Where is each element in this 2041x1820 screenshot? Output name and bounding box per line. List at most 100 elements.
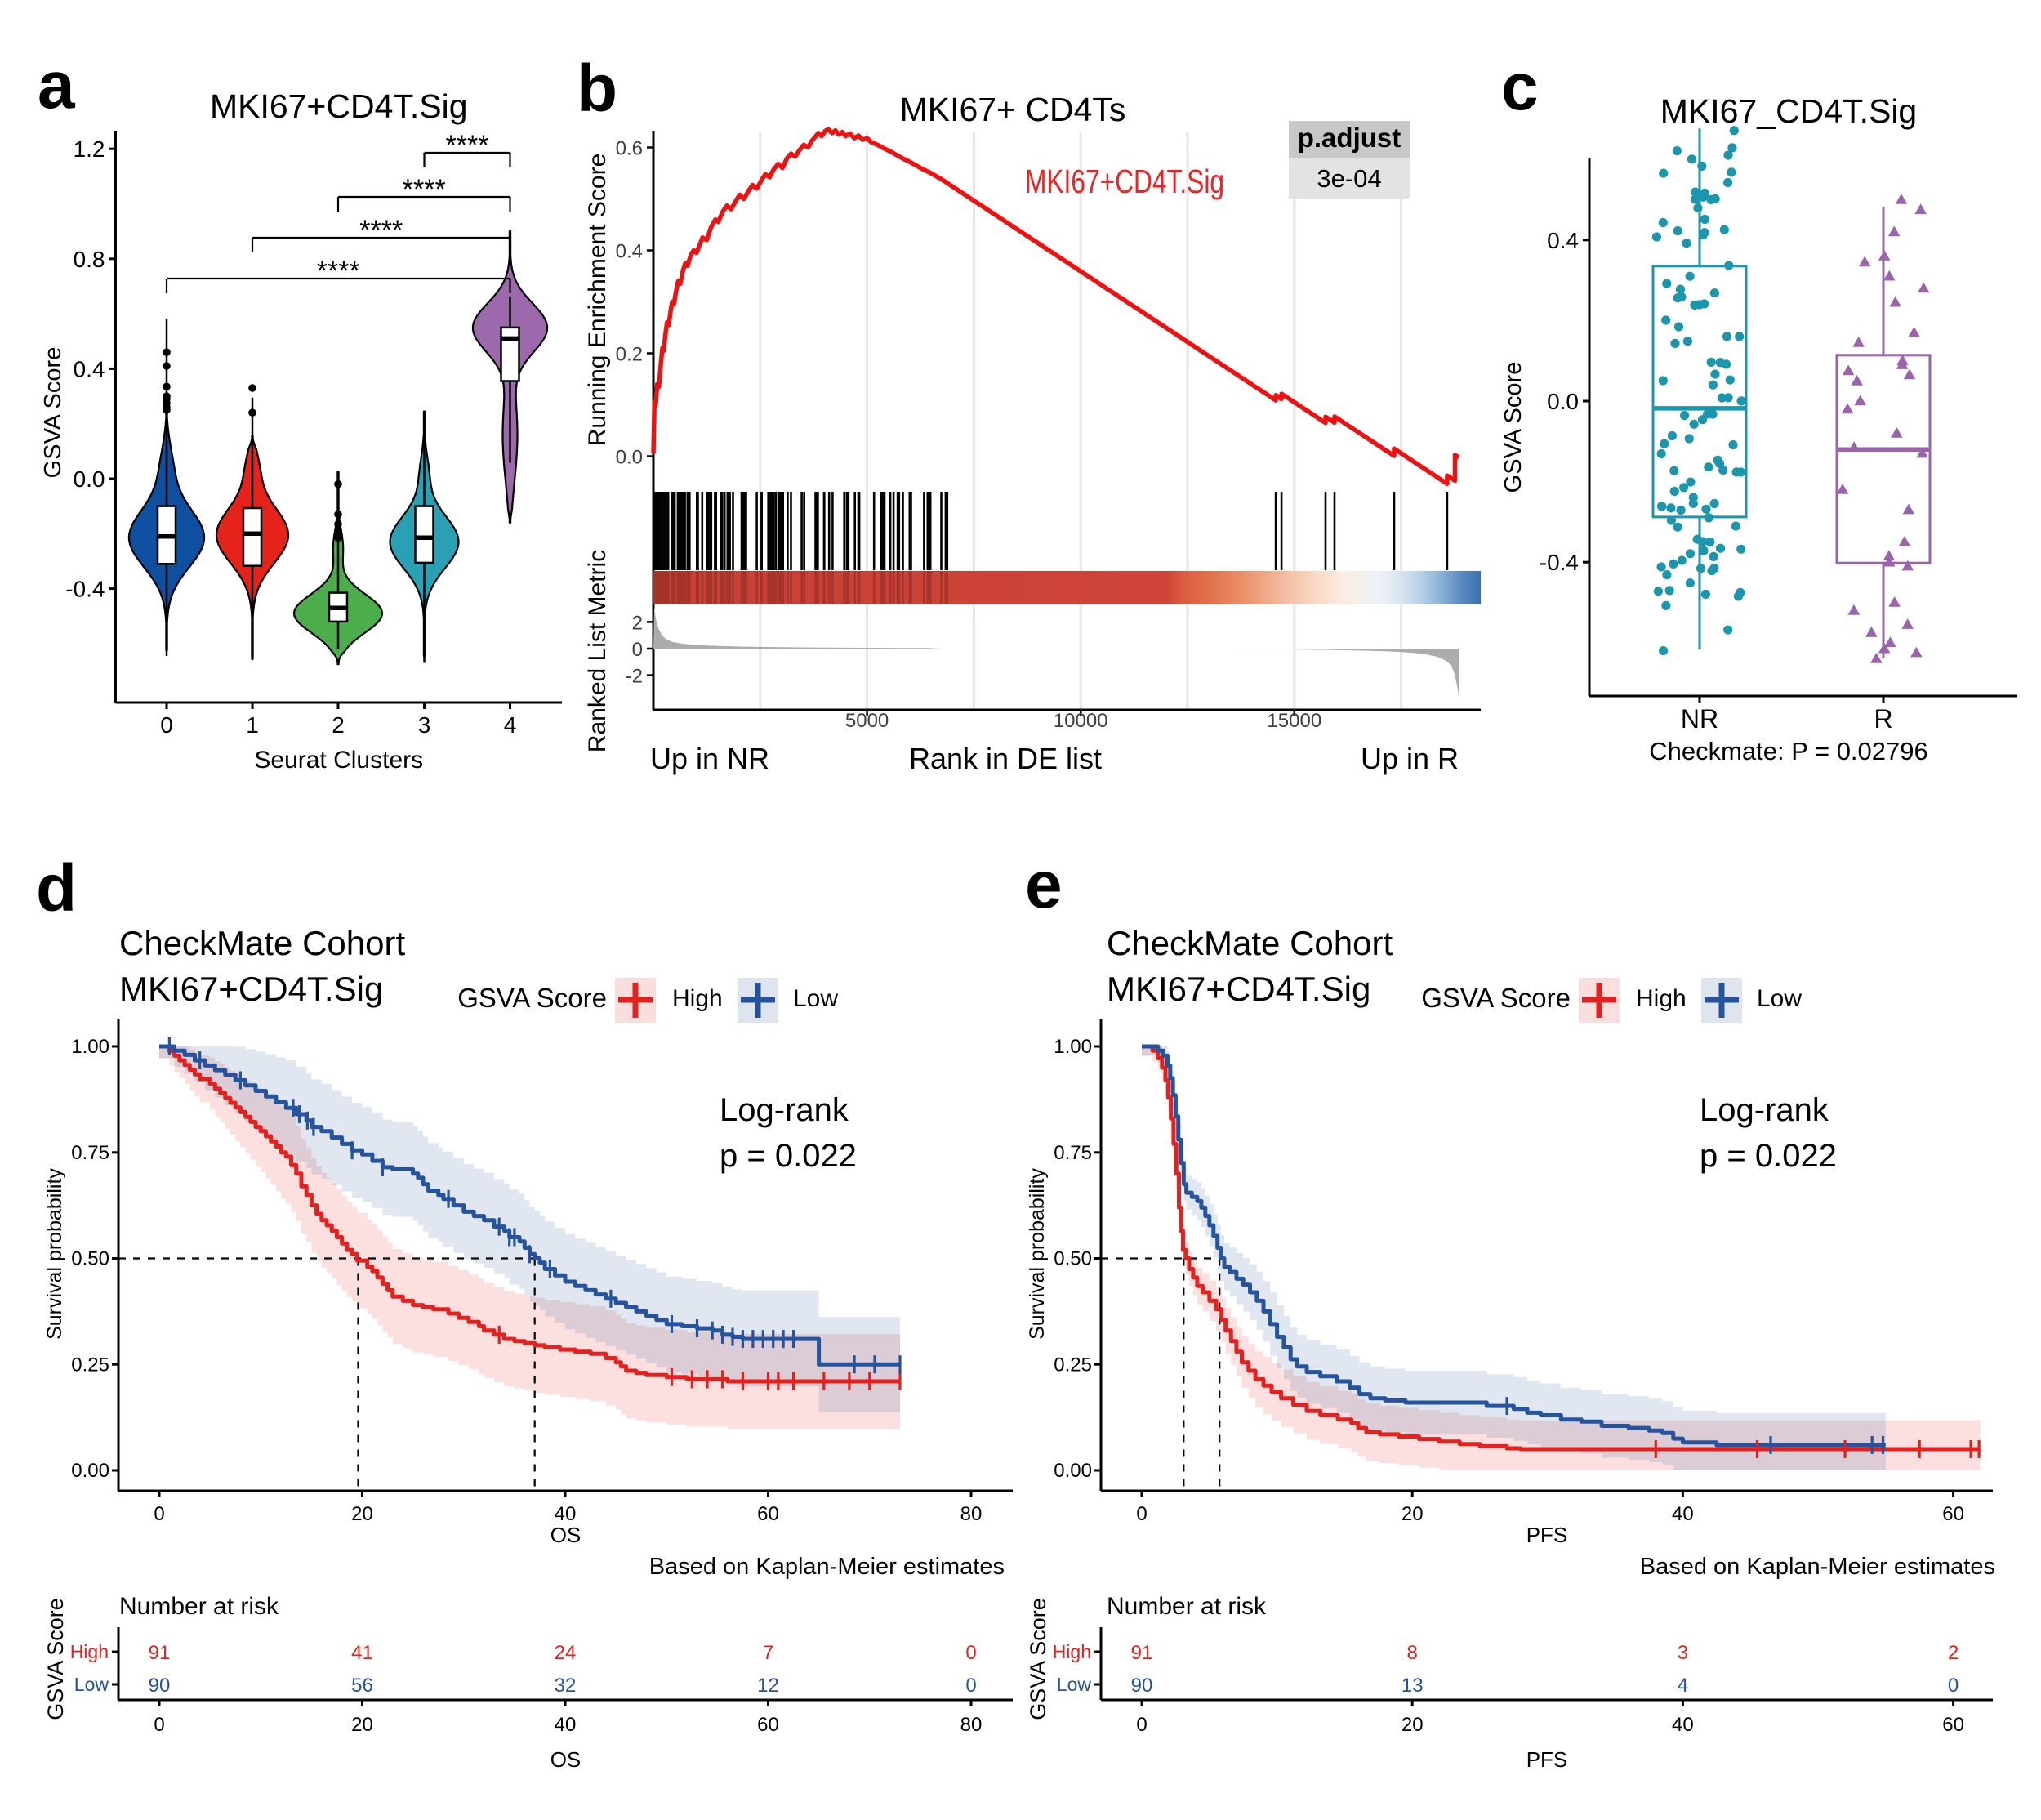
svg-text:OS: OS xyxy=(550,1747,582,1772)
svg-text:0: 0 xyxy=(154,1503,164,1525)
svg-text:0.25: 0.25 xyxy=(71,1354,109,1376)
svg-text:20: 20 xyxy=(1402,1503,1424,1525)
svg-text:PFS: PFS xyxy=(1526,1747,1568,1772)
svg-text:NR: NR xyxy=(1681,704,1718,734)
svg-text:High: High xyxy=(70,1641,109,1662)
svg-text:2: 2 xyxy=(632,612,643,634)
svg-text:0.4: 0.4 xyxy=(1547,228,1579,253)
svg-text:Running Enrichment Score: Running Enrichment Score xyxy=(584,154,611,447)
svg-text:40: 40 xyxy=(555,1503,577,1525)
svg-text:MKI67+CD4T.Sig: MKI67+CD4T.Sig xyxy=(119,970,383,1008)
svg-text:0: 0 xyxy=(1948,1675,1959,1697)
svg-text:MKI67+CD4T.Sig: MKI67+CD4T.Sig xyxy=(1025,163,1224,200)
svg-text:a: a xyxy=(38,48,76,123)
svg-text:Log-rank: Log-rank xyxy=(1700,1092,1829,1128)
svg-text:p = 0.022: p = 0.022 xyxy=(720,1138,857,1174)
svg-text:0: 0 xyxy=(965,1642,976,1664)
svg-text:1.00: 1.00 xyxy=(71,1036,109,1058)
svg-text:OS: OS xyxy=(550,1523,582,1547)
svg-text:1.2: 1.2 xyxy=(74,136,105,162)
svg-text:1.00: 1.00 xyxy=(1054,1036,1092,1058)
svg-text:0.6: 0.6 xyxy=(616,138,643,160)
svg-text:60: 60 xyxy=(757,1503,779,1525)
svg-text:PFS: PFS xyxy=(1526,1523,1568,1547)
svg-text:0.00: 0.00 xyxy=(1054,1460,1092,1482)
svg-text:0.75: 0.75 xyxy=(1054,1142,1092,1164)
svg-text:0.50: 0.50 xyxy=(1054,1248,1092,1270)
svg-text:0.8: 0.8 xyxy=(74,247,105,272)
svg-text:3e-04: 3e-04 xyxy=(1317,164,1381,193)
svg-text:Based on Kaplan-Meier estimate: Based on Kaplan-Meier estimates xyxy=(649,1554,1005,1580)
svg-text:Based on Kaplan-Meier estimate: Based on Kaplan-Meier estimates xyxy=(1640,1554,1995,1580)
svg-text:GSVA Score: GSVA Score xyxy=(1500,362,1526,493)
svg-text:Number at risk: Number at risk xyxy=(1107,1593,1267,1620)
svg-text:GSVA Score: GSVA Score xyxy=(1421,983,1571,1013)
svg-text:MKI67+ CD4Ts: MKI67+ CD4Ts xyxy=(900,91,1126,128)
svg-text:Low: Low xyxy=(1057,1674,1092,1695)
svg-text:12: 12 xyxy=(757,1675,779,1697)
svg-text:p = 0.022: p = 0.022 xyxy=(1700,1138,1837,1174)
svg-text:0.75: 0.75 xyxy=(71,1142,109,1164)
svg-text:91: 91 xyxy=(149,1642,171,1664)
svg-text:MKI67+CD4T.Sig: MKI67+CD4T.Sig xyxy=(210,87,468,125)
svg-text:60: 60 xyxy=(757,1714,779,1736)
svg-text:0.0: 0.0 xyxy=(74,466,105,492)
svg-text:32: 32 xyxy=(555,1675,577,1697)
svg-text:e: e xyxy=(1025,848,1063,922)
svg-text:High: High xyxy=(672,985,723,1012)
svg-text:Seurat Clusters: Seurat Clusters xyxy=(254,747,423,774)
svg-text:90: 90 xyxy=(1131,1675,1153,1697)
svg-text:High: High xyxy=(1053,1641,1091,1662)
svg-text:20: 20 xyxy=(351,1714,373,1736)
svg-text:d: d xyxy=(36,851,77,926)
svg-text:Log-rank: Log-rank xyxy=(720,1092,849,1128)
svg-text:GSVA Score: GSVA Score xyxy=(457,983,607,1013)
svg-text:Survival probability: Survival probability xyxy=(43,1168,66,1340)
svg-text:0.50: 0.50 xyxy=(71,1248,109,1270)
svg-text:60: 60 xyxy=(1942,1714,1964,1736)
svg-text:7: 7 xyxy=(763,1642,773,1664)
svg-text:Rank in DE list: Rank in DE list xyxy=(909,742,1102,775)
svg-text:2: 2 xyxy=(332,712,345,738)
svg-text:Low: Low xyxy=(74,1674,109,1695)
svg-text:0: 0 xyxy=(160,712,173,738)
svg-text:****: **** xyxy=(403,174,446,205)
svg-text:80: 80 xyxy=(960,1714,983,1736)
svg-text:0.2: 0.2 xyxy=(616,344,643,366)
svg-text:MKI67_CD4T.Sig: MKI67_CD4T.Sig xyxy=(1660,92,1917,130)
svg-text:60: 60 xyxy=(1942,1503,1964,1525)
svg-text:1: 1 xyxy=(246,712,259,738)
svg-text:Low: Low xyxy=(793,985,838,1012)
svg-text:****: **** xyxy=(317,256,360,287)
svg-text:3: 3 xyxy=(1678,1642,1688,1664)
svg-text:90: 90 xyxy=(149,1675,171,1697)
svg-text:CheckMate Cohort: CheckMate Cohort xyxy=(119,924,405,962)
svg-text:-0.4: -0.4 xyxy=(1540,550,1579,575)
svg-text:15000: 15000 xyxy=(1267,710,1321,732)
svg-text:40: 40 xyxy=(1672,1714,1694,1736)
svg-text:Survival probability: Survival probability xyxy=(1026,1168,1049,1340)
svg-text:R: R xyxy=(1874,704,1892,734)
svg-text:0.25: 0.25 xyxy=(1054,1354,1092,1376)
svg-text:80: 80 xyxy=(960,1503,983,1525)
svg-text:-2: -2 xyxy=(626,666,643,688)
svg-text:3: 3 xyxy=(418,712,431,738)
svg-text:0: 0 xyxy=(1136,1714,1147,1736)
svg-text:0.0: 0.0 xyxy=(616,447,643,469)
svg-text:4: 4 xyxy=(504,712,517,738)
svg-text:0.4: 0.4 xyxy=(616,241,643,263)
svg-text:0.0: 0.0 xyxy=(1547,389,1579,414)
svg-text:p.adjust: p.adjust xyxy=(1298,123,1402,153)
svg-text:Up in R: Up in R xyxy=(1361,742,1459,775)
svg-text:0.4: 0.4 xyxy=(74,356,105,381)
svg-text:41: 41 xyxy=(351,1642,373,1664)
svg-text:40: 40 xyxy=(1672,1503,1694,1525)
svg-text:13: 13 xyxy=(1402,1675,1424,1697)
svg-text:8: 8 xyxy=(1407,1642,1418,1664)
svg-text:c: c xyxy=(1501,50,1539,124)
svg-text:High: High xyxy=(1636,985,1687,1012)
svg-text:0.00: 0.00 xyxy=(71,1460,109,1482)
svg-text:****: **** xyxy=(446,130,489,161)
svg-text:GSVA Score: GSVA Score xyxy=(43,1598,68,1720)
svg-text:GSVA Score: GSVA Score xyxy=(1026,1598,1050,1720)
